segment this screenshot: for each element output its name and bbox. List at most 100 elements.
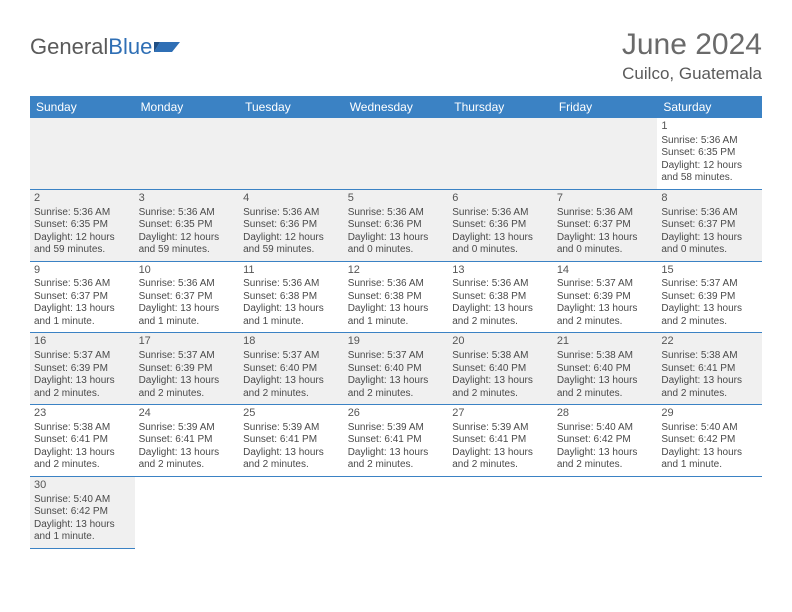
day-header: Friday [553, 96, 658, 118]
daylight-text: Daylight: 13 hours [243, 375, 340, 388]
daylight-text: Daylight: 13 hours [348, 447, 445, 460]
day-number: 30 [34, 479, 131, 493]
sunrise-text: Sunrise: 5:36 AM [557, 207, 654, 220]
sunset-text: Sunset: 6:39 PM [661, 291, 758, 304]
day-number: 25 [243, 407, 340, 421]
day-cell: 23Sunrise: 5:38 AMSunset: 6:41 PMDayligh… [30, 405, 135, 477]
day-cell: 24Sunrise: 5:39 AMSunset: 6:41 PMDayligh… [135, 405, 240, 477]
sunset-text: Sunset: 6:42 PM [557, 434, 654, 447]
day-number: 10 [139, 264, 236, 278]
day-cell: 6Sunrise: 5:36 AMSunset: 6:36 PMDaylight… [448, 189, 553, 261]
day-number: 5 [348, 192, 445, 206]
sunrise-text: Sunrise: 5:36 AM [243, 278, 340, 291]
day-header: Thursday [448, 96, 553, 118]
empty-cell [553, 118, 658, 189]
daylight-text: and 2 minutes. [452, 316, 549, 329]
sunset-text: Sunset: 6:42 PM [34, 506, 131, 519]
daylight-text: and 2 minutes. [661, 316, 758, 329]
daylight-text: and 2 minutes. [139, 459, 236, 472]
daylight-text: Daylight: 13 hours [661, 232, 758, 245]
daylight-text: Daylight: 13 hours [661, 447, 758, 460]
day-number: 26 [348, 407, 445, 421]
empty-cell [448, 118, 553, 189]
sunrise-text: Sunrise: 5:39 AM [452, 422, 549, 435]
empty-cell [239, 476, 344, 548]
calendar-table: Sunday Monday Tuesday Wednesday Thursday… [30, 96, 762, 549]
sunrise-text: Sunrise: 5:38 AM [661, 350, 758, 363]
day-cell: 9Sunrise: 5:36 AMSunset: 6:37 PMDaylight… [30, 261, 135, 333]
daylight-text: Daylight: 12 hours [139, 232, 236, 245]
day-cell: 21Sunrise: 5:38 AMSunset: 6:40 PMDayligh… [553, 333, 658, 405]
daylight-text: and 0 minutes. [661, 244, 758, 257]
day-number: 11 [243, 264, 340, 278]
sunset-text: Sunset: 6:37 PM [661, 219, 758, 232]
sunset-text: Sunset: 6:41 PM [34, 434, 131, 447]
sunrise-text: Sunrise: 5:40 AM [34, 494, 131, 507]
day-number: 14 [557, 264, 654, 278]
day-header: Sunday [30, 96, 135, 118]
day-cell: 29Sunrise: 5:40 AMSunset: 6:42 PMDayligh… [657, 405, 762, 477]
day-number: 19 [348, 335, 445, 349]
day-number: 23 [34, 407, 131, 421]
sunset-text: Sunset: 6:36 PM [348, 219, 445, 232]
day-header: Tuesday [239, 96, 344, 118]
day-cell: 5Sunrise: 5:36 AMSunset: 6:36 PMDaylight… [344, 189, 449, 261]
day-cell: 10Sunrise: 5:36 AMSunset: 6:37 PMDayligh… [135, 261, 240, 333]
empty-cell [657, 476, 762, 548]
day-number: 20 [452, 335, 549, 349]
daylight-text: and 58 minutes. [661, 172, 758, 185]
empty-cell [553, 476, 658, 548]
calendar-week-row: 23Sunrise: 5:38 AMSunset: 6:41 PMDayligh… [30, 405, 762, 477]
daylight-text: Daylight: 12 hours [34, 232, 131, 245]
daylight-text: Daylight: 13 hours [139, 303, 236, 316]
daylight-text: Daylight: 13 hours [34, 447, 131, 460]
daylight-text: Daylight: 13 hours [557, 447, 654, 460]
day-cell: 28Sunrise: 5:40 AMSunset: 6:42 PMDayligh… [553, 405, 658, 477]
sunrise-text: Sunrise: 5:36 AM [348, 278, 445, 291]
header: GeneralBlue June 2024 Cuilco, Guatemala [30, 28, 762, 84]
sunrise-text: Sunrise: 5:37 AM [661, 278, 758, 291]
day-number: 2 [34, 192, 131, 206]
sunset-text: Sunset: 6:41 PM [139, 434, 236, 447]
sunrise-text: Sunrise: 5:39 AM [139, 422, 236, 435]
calendar-week-row: 16Sunrise: 5:37 AMSunset: 6:39 PMDayligh… [30, 333, 762, 405]
sunrise-text: Sunrise: 5:37 AM [348, 350, 445, 363]
sunrise-text: Sunrise: 5:36 AM [243, 207, 340, 220]
calendar-week-row: 30Sunrise: 5:40 AMSunset: 6:42 PMDayligh… [30, 476, 762, 548]
daylight-text: Daylight: 13 hours [34, 375, 131, 388]
daylight-text: and 2 minutes. [452, 388, 549, 401]
sunrise-text: Sunrise: 5:36 AM [139, 207, 236, 220]
daylight-text: Daylight: 13 hours [348, 303, 445, 316]
daylight-text: Daylight: 13 hours [243, 447, 340, 460]
daylight-text: Daylight: 12 hours [243, 232, 340, 245]
daylight-text: and 1 minute. [34, 531, 131, 544]
day-cell: 19Sunrise: 5:37 AMSunset: 6:40 PMDayligh… [344, 333, 449, 405]
empty-cell [448, 476, 553, 548]
daylight-text: and 1 minute. [661, 459, 758, 472]
sunset-text: Sunset: 6:39 PM [34, 363, 131, 376]
daylight-text: Daylight: 13 hours [348, 375, 445, 388]
daylight-text: and 1 minute. [139, 316, 236, 329]
daylight-text: Daylight: 13 hours [557, 375, 654, 388]
location: Cuilco, Guatemala [622, 64, 762, 84]
daylight-text: Daylight: 13 hours [139, 375, 236, 388]
sunset-text: Sunset: 6:38 PM [243, 291, 340, 304]
day-header: Wednesday [344, 96, 449, 118]
sunrise-text: Sunrise: 5:40 AM [661, 422, 758, 435]
day-number: 12 [348, 264, 445, 278]
day-cell: 4Sunrise: 5:36 AMSunset: 6:36 PMDaylight… [239, 189, 344, 261]
daylight-text: and 2 minutes. [34, 388, 131, 401]
day-cell: 13Sunrise: 5:36 AMSunset: 6:38 PMDayligh… [448, 261, 553, 333]
day-number: 29 [661, 407, 758, 421]
day-cell: 12Sunrise: 5:36 AMSunset: 6:38 PMDayligh… [344, 261, 449, 333]
day-number: 28 [557, 407, 654, 421]
empty-cell [30, 118, 135, 189]
title-block: June 2024 Cuilco, Guatemala [622, 28, 762, 84]
empty-cell [344, 118, 449, 189]
daylight-text: and 2 minutes. [557, 316, 654, 329]
sunset-text: Sunset: 6:39 PM [557, 291, 654, 304]
sunset-text: Sunset: 6:41 PM [348, 434, 445, 447]
sunset-text: Sunset: 6:36 PM [243, 219, 340, 232]
sunrise-text: Sunrise: 5:36 AM [34, 207, 131, 220]
day-cell: 7Sunrise: 5:36 AMSunset: 6:37 PMDaylight… [553, 189, 658, 261]
